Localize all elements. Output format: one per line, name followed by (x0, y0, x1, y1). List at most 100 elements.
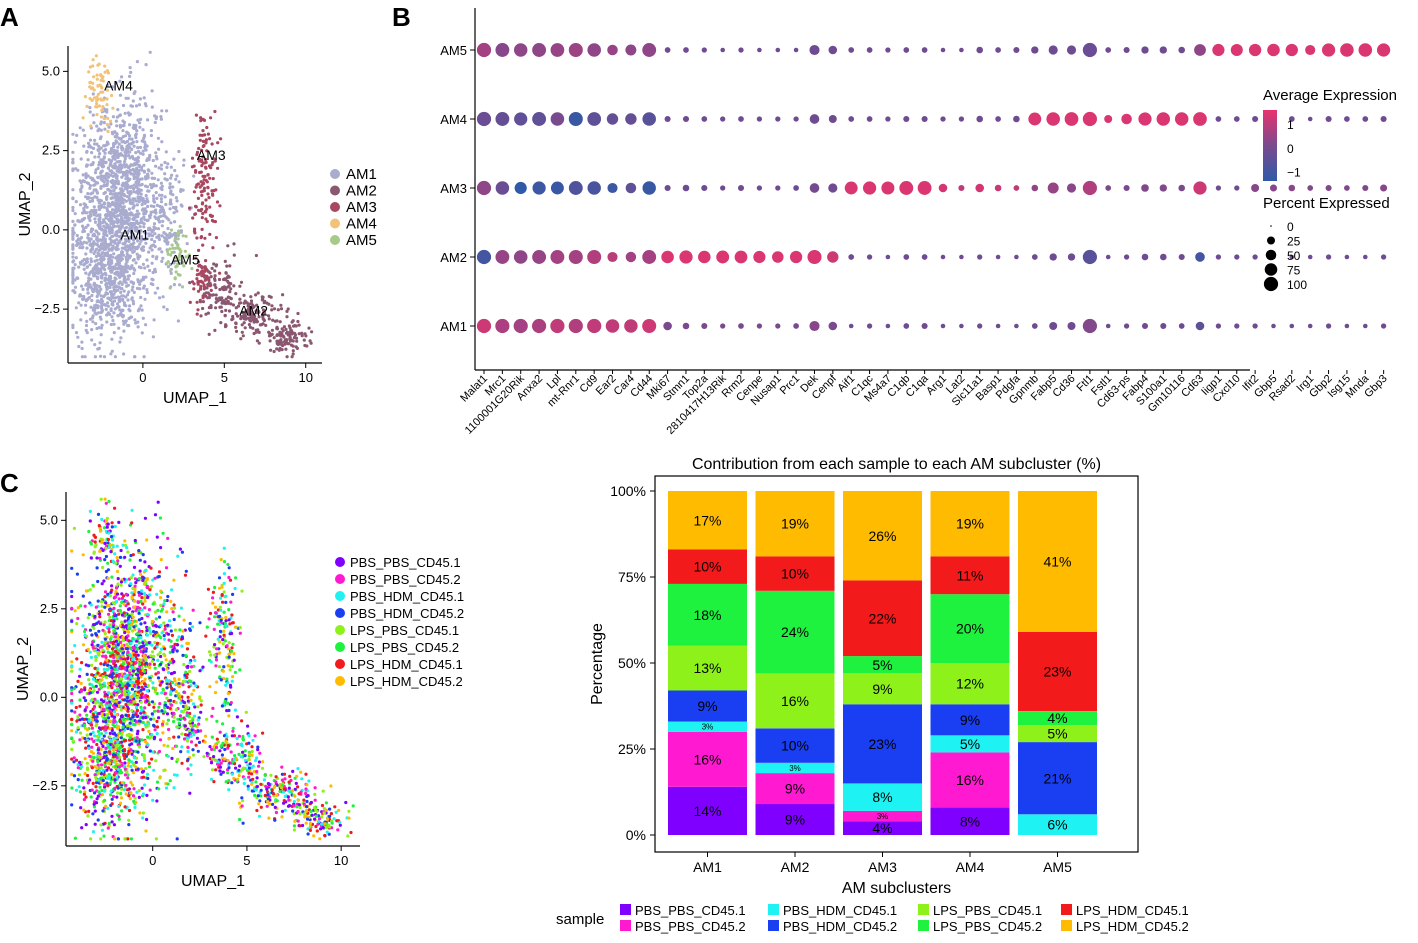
umap-point (85, 241, 89, 245)
umap-point (71, 247, 75, 251)
umap-point (166, 162, 170, 166)
umap-point (106, 576, 110, 581)
umap-point (111, 318, 115, 323)
umap-point (148, 629, 152, 634)
umap-point (135, 236, 139, 240)
umap-point (90, 98, 94, 102)
umap-point (104, 303, 108, 307)
umap-point (85, 319, 89, 323)
umap-point (254, 253, 258, 258)
umap-point (179, 189, 183, 193)
umap-point (96, 198, 100, 202)
umap-point (108, 285, 112, 290)
umap-point (143, 677, 147, 681)
umap-point (118, 79, 122, 83)
umap-point (83, 95, 87, 99)
umap-point (75, 657, 79, 661)
dot-am5 (607, 44, 618, 56)
umap-point (149, 204, 153, 208)
dot-am2 (1215, 254, 1222, 260)
umap-point (105, 103, 109, 107)
umap-point (86, 223, 90, 227)
umap-point (147, 169, 151, 173)
umap-point (93, 809, 97, 813)
dot-am5 (1159, 46, 1167, 54)
umap-point (285, 309, 289, 313)
umap-point (158, 775, 162, 779)
umap-point (204, 157, 208, 162)
umap-point (156, 500, 160, 504)
dot-am5 (848, 47, 855, 53)
umap-point (139, 675, 143, 679)
umap-point (105, 647, 110, 651)
dot-am2 (903, 254, 910, 260)
umap-point (133, 197, 137, 201)
umap-point (168, 624, 172, 628)
umap-point (70, 723, 74, 727)
umap-point (204, 165, 208, 169)
umap-point (126, 277, 130, 281)
umap-point (141, 262, 145, 266)
umap-point (105, 320, 109, 324)
umap-point (231, 314, 235, 319)
umap-point (169, 189, 173, 193)
umap-point (100, 828, 104, 832)
umap-point (135, 695, 139, 700)
umap-point (106, 83, 110, 87)
umap-point (121, 624, 125, 629)
umap-point (109, 290, 113, 294)
umap-point (144, 148, 148, 152)
dot-am3 (476, 180, 492, 196)
umap-point (118, 187, 123, 191)
umap-point (71, 231, 75, 235)
umap-point (138, 811, 142, 815)
umap-point (145, 633, 149, 637)
umap-point (249, 315, 253, 320)
dot-am4 (1325, 115, 1332, 123)
umap-point (151, 278, 155, 282)
umap-point (153, 114, 157, 118)
umap-point (155, 157, 159, 161)
dot-am4 (1104, 115, 1113, 123)
dot-am1 (532, 318, 547, 334)
umap-point (101, 79, 105, 83)
umap-point (130, 665, 134, 670)
legend-swatch (330, 185, 340, 196)
umap-point (98, 683, 103, 687)
dot-am4 (568, 111, 583, 127)
umap-point (213, 109, 217, 114)
umap-point (281, 344, 285, 348)
umap-point (110, 584, 114, 588)
umap-point (159, 647, 164, 651)
dot-am3 (1288, 184, 1296, 192)
umap-point (140, 331, 144, 335)
umap-point (209, 116, 213, 120)
umap-point (105, 284, 109, 288)
dot-am1 (1215, 323, 1222, 329)
dot-am2 (679, 250, 693, 264)
umap-point (169, 228, 174, 232)
umap-point (70, 660, 74, 664)
umap-point (278, 320, 282, 324)
umap-point (133, 318, 137, 322)
umap-point (133, 90, 137, 94)
umap-point (123, 165, 127, 169)
dot-am3 (1234, 185, 1240, 191)
umap-point (113, 135, 118, 139)
umap-point (159, 186, 163, 190)
umap-point (202, 283, 206, 287)
dot-am2 (1049, 253, 1057, 261)
umap-point (133, 355, 137, 359)
umap-point (120, 246, 124, 250)
umap-point (107, 630, 111, 634)
umap-point (96, 232, 101, 236)
umap-point (98, 267, 103, 271)
umap-point (99, 186, 103, 190)
umap-point (236, 304, 241, 308)
umap-point (120, 783, 124, 787)
umap-point (159, 197, 163, 201)
umap-point (75, 572, 79, 576)
umap-point (209, 214, 213, 218)
umap-point (160, 224, 164, 228)
dot-am2 (661, 250, 674, 264)
